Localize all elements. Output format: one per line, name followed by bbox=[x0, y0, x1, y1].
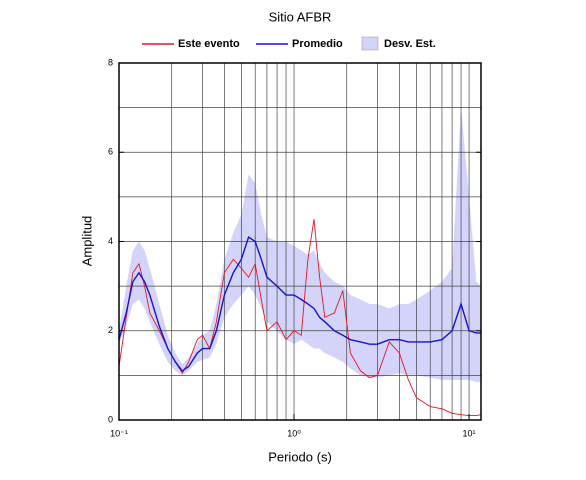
y-tick-label: 8 bbox=[108, 57, 113, 67]
chart-title: Sitio AFBR bbox=[269, 9, 332, 24]
x-tick-label: 10¹ bbox=[463, 428, 476, 438]
legend-label: Desv. Est. bbox=[384, 38, 436, 50]
legend-label: Promedio bbox=[292, 38, 343, 50]
y-tick-label: 2 bbox=[108, 325, 113, 335]
x-tick-label: 10⁰ bbox=[287, 428, 301, 438]
x-tick-label: 10⁻¹ bbox=[110, 428, 128, 438]
y-axis-label: Amplitud bbox=[79, 216, 94, 267]
x-axis-label: Periodo (s) bbox=[268, 449, 332, 464]
legend-label: Este evento bbox=[178, 38, 240, 50]
y-tick-label: 0 bbox=[108, 414, 113, 424]
y-tick-label: 4 bbox=[108, 236, 113, 246]
legend-swatch bbox=[361, 36, 379, 51]
series-line bbox=[118, 235, 481, 372]
y-tick-label: 6 bbox=[108, 147, 113, 157]
std-band bbox=[119, 107, 481, 383]
